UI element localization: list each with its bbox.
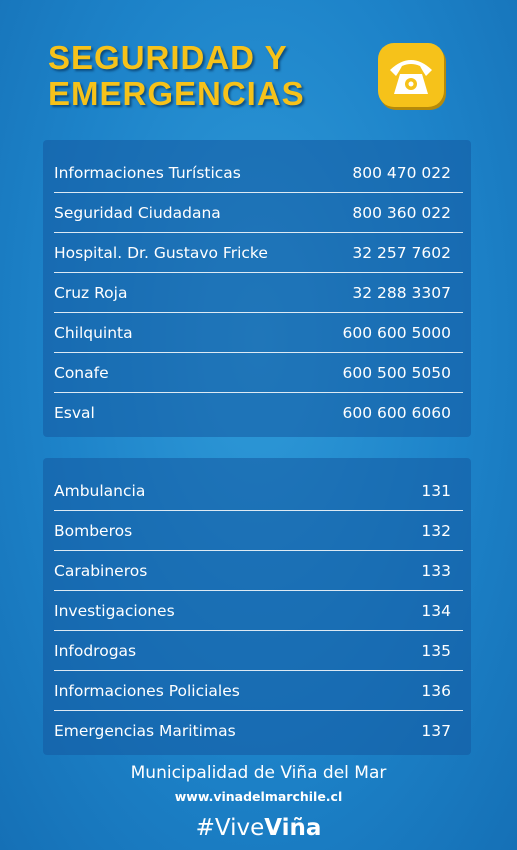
entry-number: 134 xyxy=(421,601,451,620)
entry-number: 137 xyxy=(421,722,451,740)
row: Conafe 600 500 5050 xyxy=(54,353,463,393)
row: Infodrogas 135 xyxy=(54,631,463,671)
row: Ambulancia 131 xyxy=(54,471,463,511)
row: Investigaciones 134 xyxy=(54,591,463,631)
entry-name: Informaciones Policiales xyxy=(54,681,240,700)
entry-name: Investigaciones xyxy=(54,601,175,620)
entry-name: Emergencias Maritimas xyxy=(54,722,236,740)
entry-name: Esval xyxy=(54,404,95,422)
entry-number: 800 470 022 xyxy=(352,163,451,182)
url: www.vinadelmarchile.cl xyxy=(174,789,343,804)
phone-icon xyxy=(378,43,446,110)
entry-number: 136 xyxy=(421,681,451,700)
row: Emergencias Maritimas 137 xyxy=(54,711,463,751)
emergency-panel: Ambulancia 131 Bomberos 132 Carabineros 133 In… xyxy=(43,458,471,755)
entry-name: Hospital. Dr. Gustavo Fricke xyxy=(54,243,268,262)
row: Seguridad Ciudadana 800 360 022 xyxy=(54,193,463,233)
hashtag-prefix: #Vive xyxy=(195,815,265,841)
hashtag-bold: Viña xyxy=(264,815,322,841)
entry-name: Seguridad Ciudadana xyxy=(54,203,221,222)
entry-name: Infodrogas xyxy=(54,641,137,660)
entry-number: 600 500 5050 xyxy=(342,363,451,382)
entry-name: Chilquinta xyxy=(54,323,133,342)
hashtag: #ViveViña xyxy=(0,815,517,841)
entry-number: 800 360 022 xyxy=(352,203,451,222)
title: SEGURIDAD Y EMERGENCIAS xyxy=(48,40,305,112)
entry-number: 135 xyxy=(421,641,451,660)
row: Hospital. Dr. Gustavo Fricke 32 257 7602 xyxy=(54,233,463,273)
row: Esval 600 600 6060 xyxy=(54,393,463,433)
row: Carabineros 133 xyxy=(54,551,463,591)
entry-number: 133 xyxy=(421,561,451,580)
title-line: EMERGENCIAS xyxy=(48,75,305,112)
title-line: SEGURIDAD Y xyxy=(48,39,288,76)
row: Bomberos 132 xyxy=(54,511,463,551)
entry-number: 131 xyxy=(421,481,451,500)
entry-name: Carabineros xyxy=(54,561,148,580)
phone-panel: Informaciones Turísticas 800 470 022 Segur… xyxy=(43,140,471,437)
row: Cruz Roja 32 288 3307 xyxy=(54,273,463,313)
entry-number: 600 600 6060 xyxy=(342,404,451,422)
entry-name: Ambulancia xyxy=(54,481,146,500)
entry-number: 600 600 5000 xyxy=(342,323,451,342)
entry-name: Bomberos xyxy=(54,521,133,540)
entry-name: Conafe xyxy=(54,363,109,382)
row: Informaciones Turísticas 800 470 022 xyxy=(54,153,463,193)
entry-number: 32 288 3307 xyxy=(352,283,451,302)
row: Chilquinta 600 600 5000 xyxy=(54,313,463,353)
entry-name: Informaciones Turísticas xyxy=(54,163,241,182)
row: Informaciones Policiales 136 xyxy=(54,671,463,711)
entry-number: 132 xyxy=(421,521,451,540)
organization: Municipalidad de Viña del Mar xyxy=(130,763,387,783)
entry-number: 32 257 7602 xyxy=(352,243,451,262)
entry-name: Cruz Roja xyxy=(54,283,128,302)
